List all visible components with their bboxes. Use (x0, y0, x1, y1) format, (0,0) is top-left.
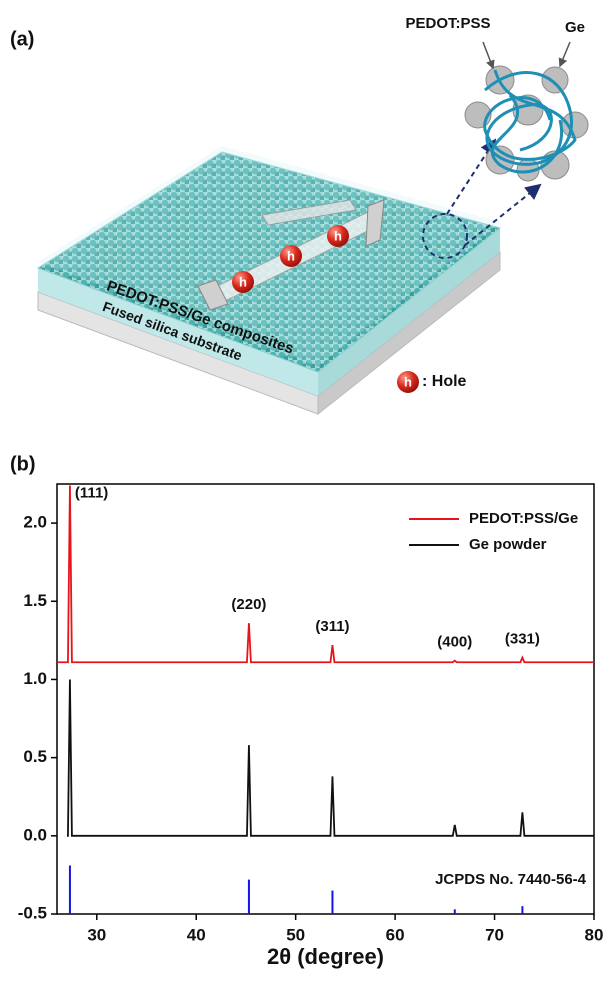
y-tick-label: 0.5 (23, 747, 47, 766)
hole-legend-text: : Hole (422, 373, 467, 390)
peak-label: (220) (231, 596, 266, 613)
legend-label: Ge powder (469, 536, 547, 553)
series-line (67, 679, 594, 835)
y-tick-label: 1.5 (23, 591, 47, 610)
x-tick-label: 40 (187, 925, 206, 944)
peak-label: (331) (505, 631, 540, 648)
figure: (a) h h h h : Hole PEDOT: (0, 0, 611, 981)
x-tick-label: 80 (585, 925, 604, 944)
legend-label: PEDOT:PSS/Ge (469, 510, 578, 527)
reference-label: JCPDS No. 7440-56-4 (435, 871, 587, 888)
peak-label: (311) (315, 618, 349, 635)
hole-symbol: h (239, 274, 247, 289)
hole-symbol: h (287, 248, 295, 263)
inset-label: PEDOT:PSS (405, 15, 490, 32)
x-tick-label: 70 (485, 925, 504, 944)
device-illustration (38, 42, 588, 414)
panel-label: (a) (10, 28, 34, 50)
x-tick-label: 50 (286, 925, 305, 944)
x-axis-label: 2θ (degree) (267, 944, 384, 969)
y-tick-label: 0.0 (23, 825, 47, 844)
x-tick-label: 60 (386, 925, 405, 944)
hole-symbol: h (404, 374, 412, 389)
y-tick-label: 2.0 (23, 513, 47, 532)
hole-symbol: h (334, 228, 342, 243)
peak-label: (111) (75, 485, 108, 502)
y-tick-label: -0.5 (18, 903, 47, 922)
panel-label: (b) (10, 453, 36, 475)
y-tick-label: 1.0 (23, 669, 47, 688)
peak-label: (400) (437, 634, 472, 651)
inset-label: Ge (565, 19, 585, 36)
x-tick-label: 30 (87, 925, 106, 944)
